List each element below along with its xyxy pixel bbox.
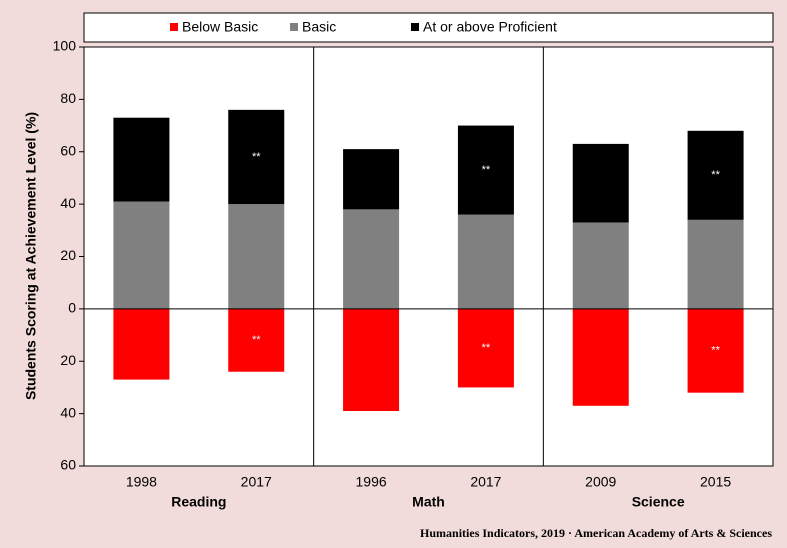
bar-segment <box>113 201 170 309</box>
y-tick-label: 100 <box>53 38 77 54</box>
bar-segment <box>687 219 744 309</box>
annotation: ** <box>252 334 261 346</box>
y-tick-label: 60 <box>60 142 76 158</box>
bar-segment <box>228 109 285 205</box>
x-tick-label: 1998 <box>126 474 157 490</box>
group-label: Reading <box>171 494 226 510</box>
bar-segment <box>572 308 629 406</box>
bar-segment <box>113 117 170 202</box>
x-tick-label: 1996 <box>356 474 387 490</box>
bar-segment <box>343 149 400 210</box>
bar-segment <box>343 209 400 309</box>
bar-segment <box>687 130 744 220</box>
y-axis-label: Students Scoring at Achievement Level (%… <box>23 112 39 400</box>
plot-area <box>83 46 774 467</box>
x-tick-label: 2009 <box>585 474 616 490</box>
y-tick-label: 40 <box>60 195 76 211</box>
annotation: ** <box>252 151 261 163</box>
bar-segment <box>457 214 514 309</box>
y-tick-label: 20 <box>60 352 76 368</box>
group-label: Math <box>412 494 445 510</box>
y-tick-label: 0 <box>68 300 76 316</box>
bar-segment <box>228 308 285 372</box>
legend-label: Basic <box>302 19 336 35</box>
legend-marker <box>170 23 178 31</box>
y-tick-label: 20 <box>60 247 76 263</box>
x-tick-label: 2017 <box>241 474 272 490</box>
x-tick-label: 2017 <box>470 474 501 490</box>
y-tick-label: 60 <box>60 457 76 473</box>
bar-segment <box>113 308 170 380</box>
bar-segment <box>343 308 400 412</box>
group-label: Science <box>632 494 685 510</box>
legend-label: At or above Proficient <box>423 19 557 35</box>
annotation: ** <box>711 345 720 357</box>
annotation: ** <box>482 164 491 176</box>
legend-label: Below Basic <box>182 19 258 35</box>
bar-segment <box>228 204 285 309</box>
bar-segment <box>457 308 514 388</box>
legend-marker <box>290 23 298 31</box>
bar-segment <box>687 308 744 393</box>
bar-segment <box>457 125 514 215</box>
annotation: ** <box>711 169 720 181</box>
y-tick-label: 80 <box>60 90 76 106</box>
y-tick-label: 40 <box>60 404 76 420</box>
annotation: ** <box>482 342 491 354</box>
x-tick-label: 2015 <box>700 474 731 490</box>
legend-marker <box>411 23 419 31</box>
footer: Humanities Indicators, 2019 · American A… <box>420 526 772 540</box>
bar-segment <box>572 143 629 223</box>
legend-box <box>83 12 774 43</box>
bar-segment <box>572 222 629 309</box>
